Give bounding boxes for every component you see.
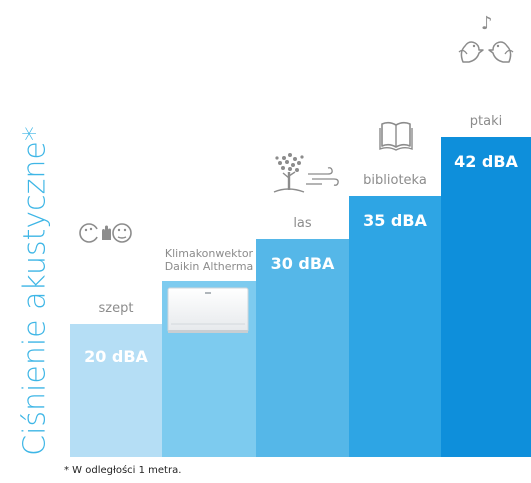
bar-szept: 20 dBA [70, 323, 162, 457]
footnote: * W odległości 1 metra. [64, 465, 182, 476]
book-icon [379, 121, 413, 151]
category-label-ptaki: ptaki [435, 114, 531, 129]
bar-value-label: 20 dBA [84, 346, 148, 366]
category-label-line: szept [98, 300, 134, 316]
bar-value-label: 35 dBA [363, 211, 427, 231]
y-axis-label: Ciśnienie akustyczne* [17, 126, 53, 456]
category-label-line: Klimakonwektor [164, 247, 254, 261]
category-label-las: las [250, 216, 355, 231]
fan-coil-unit-icon [167, 287, 249, 333]
bar-las: 30 dBA [256, 238, 349, 457]
category-label-line: ptaki [469, 113, 503, 129]
bar-value-label: 30 dBA [270, 253, 335, 273]
category-label-line: las [293, 215, 312, 231]
bar-ptaki: 42 dBA [441, 136, 531, 457]
forest-wind-icon [273, 153, 339, 193]
category-label-szept: szept [64, 301, 168, 316]
bar-value-label: 42 dBA [454, 151, 518, 171]
category-label-biblioteka: biblioteka [343, 173, 447, 188]
category-label-line: Daikin Altherma [164, 260, 254, 274]
whisper-icon [79, 223, 132, 243]
category-label-line: biblioteka [363, 173, 427, 189]
bar-biblioteka: 35 dBA [349, 196, 441, 457]
category-label-klimakonwektor: Klimakonwektor Daikin Altherma [156, 247, 262, 273]
birds-icon: ♪ [458, 13, 514, 63]
svg-text:♪: ♪ [481, 13, 493, 34]
